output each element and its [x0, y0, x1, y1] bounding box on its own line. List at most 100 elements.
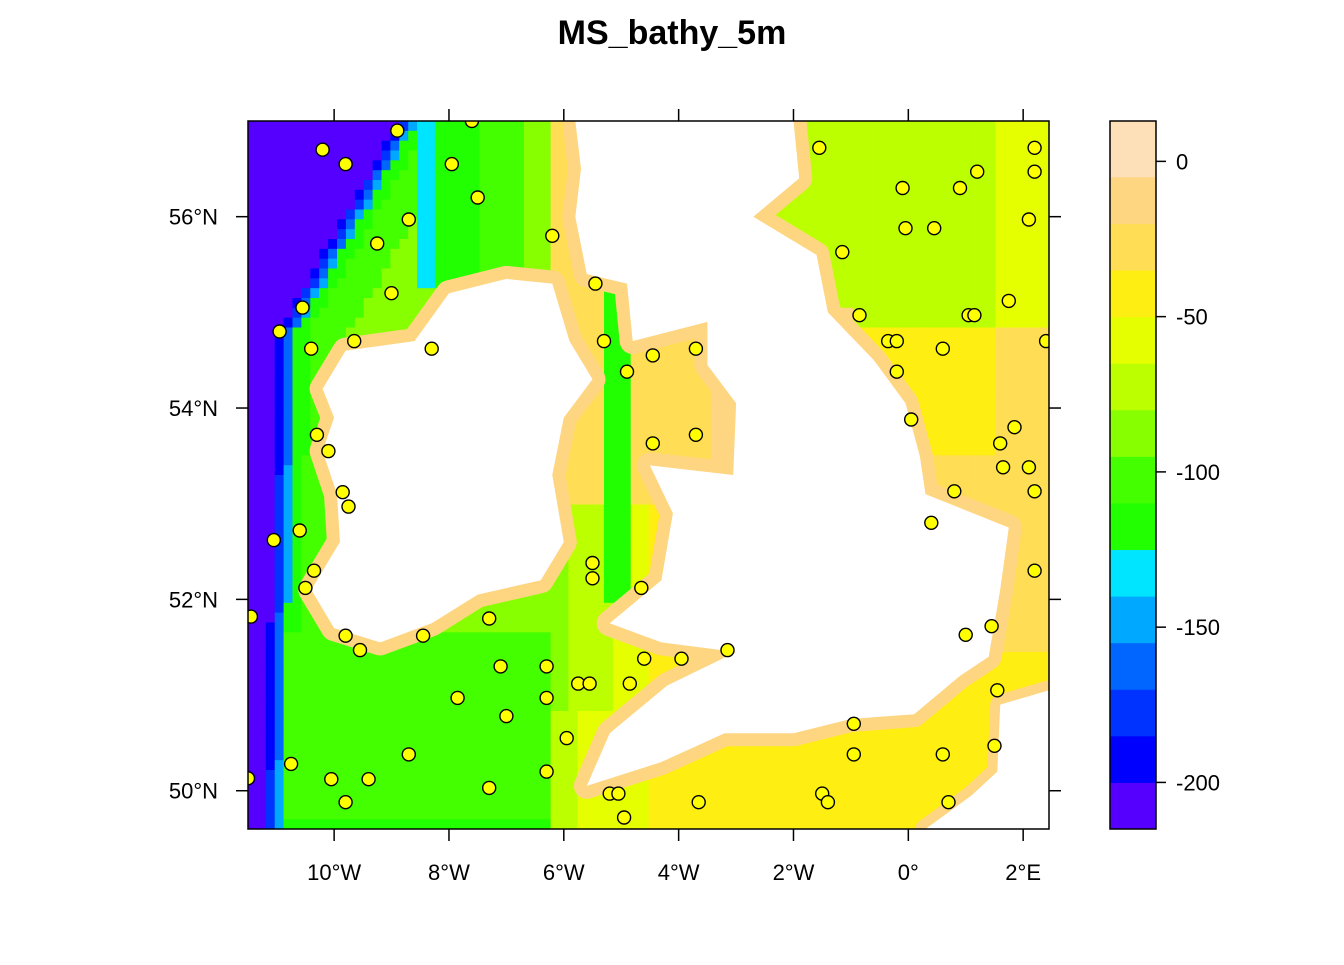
raster-cell [826, 770, 836, 781]
raster-cell [648, 376, 658, 388]
raster-cell [274, 140, 285, 152]
raster-cell [426, 150, 436, 161]
raster-cell [337, 268, 347, 279]
raster-cell [301, 534, 311, 545]
raster-cell [577, 583, 587, 594]
raster-cell [408, 671, 418, 683]
raster-cell [274, 691, 285, 702]
raster-cell [274, 248, 285, 260]
raster-cell [666, 386, 676, 397]
raster-cell [274, 445, 285, 456]
raster-cell [452, 819, 463, 829]
raster-cell [817, 130, 828, 142]
raster-cell [666, 357, 676, 368]
raster-cell [426, 642, 436, 653]
raster-cell [363, 327, 374, 338]
raster-cell [363, 239, 374, 250]
raster-cell [345, 209, 356, 220]
raster-cell [675, 445, 685, 456]
raster-cell [301, 701, 311, 712]
raster-cell [577, 425, 587, 437]
raster-cell [790, 760, 801, 771]
raster-cell [265, 396, 276, 407]
raster-cell [675, 366, 685, 378]
raster-cell [550, 180, 561, 191]
raster-cell [274, 661, 285, 673]
raster-cell [265, 465, 276, 476]
raster-cell [506, 652, 516, 663]
raster-cell [248, 278, 258, 289]
raster-cell [283, 189, 294, 201]
raster-cell [515, 789, 525, 801]
raster-cell [434, 268, 445, 279]
raster-cell [417, 219, 427, 230]
raster-cell [292, 170, 302, 181]
raster-cell [826, 229, 836, 240]
raster-cell [728, 779, 739, 791]
raster-cell [515, 691, 525, 702]
raster-cell [381, 711, 391, 722]
raster-cell [248, 494, 258, 506]
raster-cell [292, 711, 302, 722]
raster-cell [265, 543, 276, 555]
raster-cell [283, 799, 294, 810]
raster-cell [274, 799, 285, 810]
raster-cell [559, 140, 569, 152]
raster-cell [568, 278, 578, 289]
raster-cell [310, 701, 320, 712]
raster-cell [523, 170, 534, 181]
raster-cell [506, 642, 516, 653]
raster-cell [301, 180, 311, 191]
raster-cell [604, 425, 614, 437]
raster-cell [630, 652, 641, 663]
raster-cell [426, 248, 436, 260]
raster-cell [408, 140, 418, 152]
raster-cell [301, 563, 311, 574]
raster-cell [479, 239, 489, 250]
raster-cell [274, 642, 285, 653]
raster-cell [265, 160, 276, 171]
raster-cell [719, 760, 730, 771]
raster-cell [265, 524, 276, 535]
raster-cell [337, 770, 347, 781]
raster-cell [283, 779, 294, 791]
raster-cell [283, 386, 294, 397]
raster-cell [372, 219, 383, 230]
raster-cell [470, 671, 480, 683]
raster-cell [292, 681, 302, 692]
raster-cell [328, 652, 338, 663]
raster-cell [826, 209, 836, 220]
raster-cell [381, 750, 391, 761]
raster-cell [595, 445, 605, 456]
raster-cell [399, 789, 409, 801]
raster-cell [541, 819, 552, 829]
raster-cell [443, 248, 454, 260]
raster-cell [515, 140, 525, 152]
raster-cell [826, 121, 836, 132]
raster-cell [532, 140, 543, 152]
raster-cell [408, 268, 418, 279]
raster-cell [523, 180, 534, 191]
raster-cell [461, 219, 472, 230]
raster-cell [559, 770, 569, 781]
raster-cell [675, 799, 685, 810]
raster-cell [586, 317, 596, 329]
raster-cell [666, 425, 676, 437]
raster-cell [541, 720, 552, 732]
raster-cell [461, 160, 472, 171]
raster-cell [363, 671, 374, 683]
raster-cell [862, 317, 872, 329]
raster-cell [408, 239, 418, 250]
raster-cell [826, 248, 836, 260]
raster-cell [497, 701, 507, 712]
raster-cell [372, 652, 383, 663]
raster-cell [746, 799, 756, 810]
raster-cell [550, 258, 561, 270]
raster-cell [604, 583, 614, 594]
raster-cell [612, 681, 623, 692]
raster-cell [248, 720, 258, 732]
raster-cell [684, 819, 694, 829]
raster-cell [417, 779, 427, 791]
raster-cell [630, 799, 641, 810]
raster-cell [515, 740, 525, 751]
